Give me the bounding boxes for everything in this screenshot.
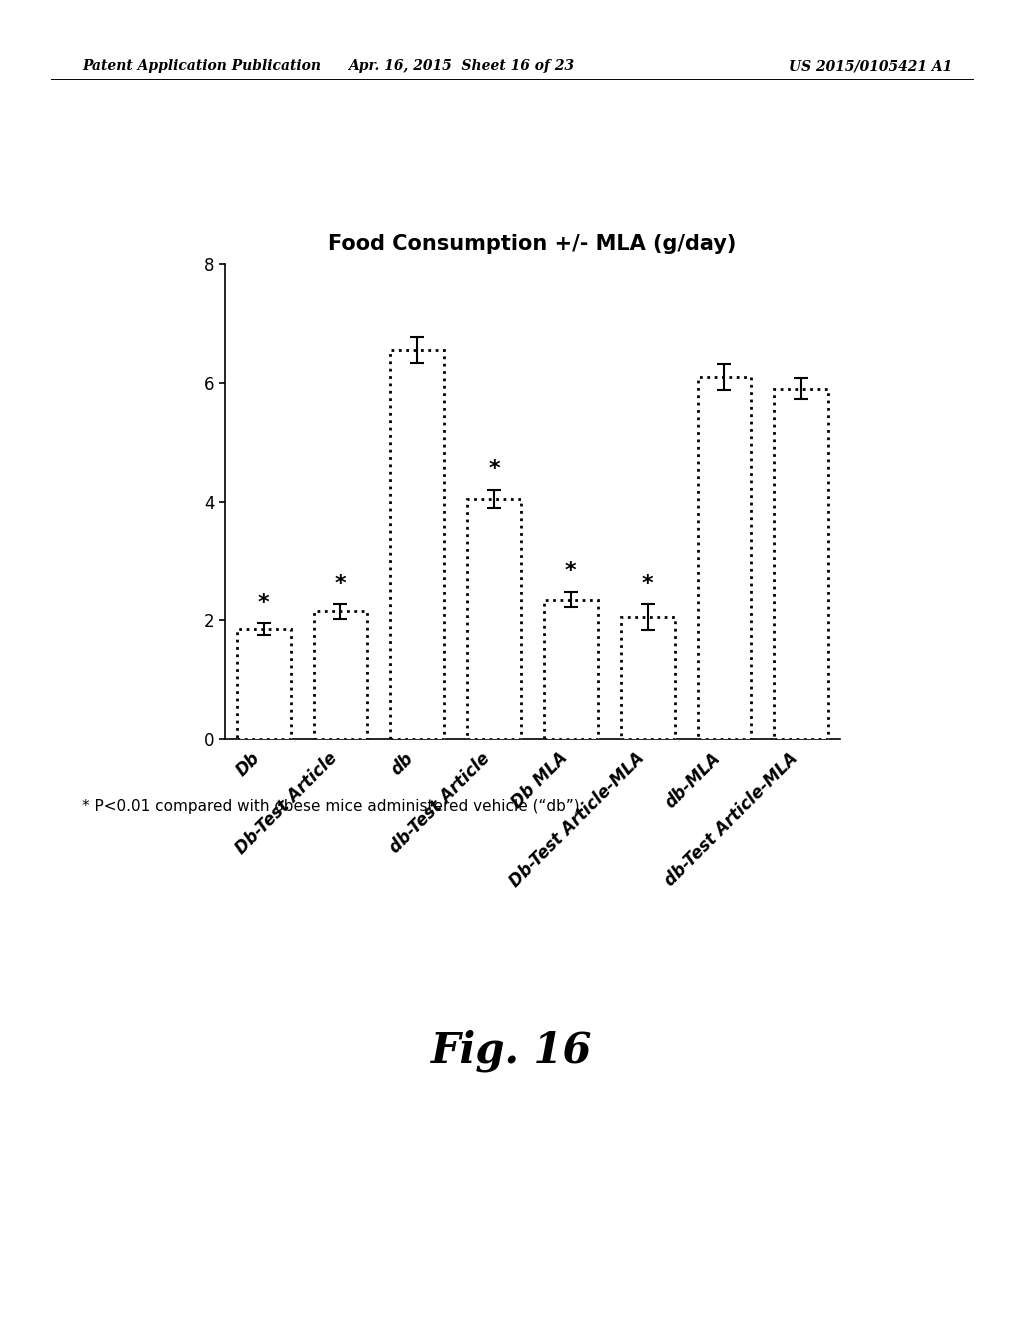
Text: Fig. 16: Fig. 16: [431, 1030, 593, 1072]
Bar: [544, 599, 598, 739]
Bar: [467, 499, 521, 739]
Bar: [237, 630, 291, 739]
Text: *: *: [642, 574, 653, 594]
Text: US 2015/0105421 A1: US 2015/0105421 A1: [790, 59, 952, 74]
Text: *: *: [565, 561, 577, 581]
Text: Patent Application Publication: Patent Application Publication: [82, 59, 321, 74]
Bar: [774, 388, 828, 739]
Text: * P<0.01 compared with obese mice administered vehicle (“db”).: * P<0.01 compared with obese mice admini…: [82, 799, 585, 813]
Bar: [390, 350, 444, 739]
Text: *: *: [488, 459, 500, 479]
Bar: [697, 378, 752, 739]
Bar: [313, 611, 368, 739]
Bar: [621, 618, 675, 739]
Text: *: *: [335, 574, 346, 594]
Text: Apr. 16, 2015  Sheet 16 of 23: Apr. 16, 2015 Sheet 16 of 23: [348, 59, 573, 74]
Title: Food Consumption +/- MLA (g/day): Food Consumption +/- MLA (g/day): [329, 234, 736, 255]
Text: *: *: [258, 593, 269, 612]
